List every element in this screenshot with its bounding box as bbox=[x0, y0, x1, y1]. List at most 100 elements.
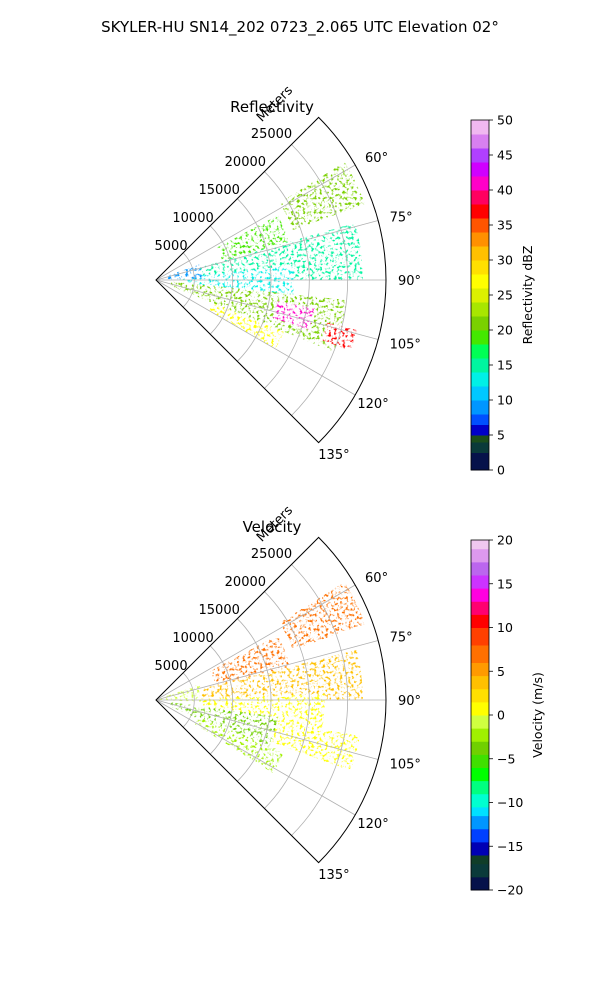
reflectivity-colorbar-tick-label: 25 bbox=[497, 288, 513, 303]
reflectivity-colorbar: 0 5 10 15 20 25 30 35 40 45 50 Reflectivity dBZ bbox=[470, 113, 535, 478]
reflectivity-echo-region-5 bbox=[272, 301, 315, 330]
velocity-grid bbox=[155, 536, 387, 864]
reflectivity-colorbar-band bbox=[471, 435, 489, 443]
velocity-colorbar-label: Velocity (m/s) bbox=[530, 672, 545, 758]
reflectivity-radial-tick-label: 25000 bbox=[251, 127, 292, 142]
reflectivity-colorbar-tick-label: 50 bbox=[497, 113, 513, 128]
reflectivity-tick-labels: 5000 10000 15000 20000 25000 60° 75° 90° 105° 120… bbox=[155, 127, 422, 463]
velocity-colorbar-band bbox=[471, 715, 489, 729]
velocity-colorbar-band bbox=[471, 627, 489, 646]
velocity-echo-region-5 bbox=[271, 721, 360, 771]
velocity-azimuth-tick-label: 90° bbox=[398, 694, 421, 709]
velocity-colorbar-band bbox=[471, 793, 489, 808]
reflectivity-colorbar-band bbox=[471, 246, 489, 261]
reflectivity-colorbar-band bbox=[471, 372, 489, 387]
reflectivity-colorbar-band bbox=[471, 274, 489, 289]
velocity-echo-region-3 bbox=[201, 694, 325, 730]
velocity-radial-tick-label: 10000 bbox=[172, 631, 213, 646]
velocity-title: Velocity bbox=[243, 518, 302, 536]
reflectivity-colorbar-tick-label: 40 bbox=[497, 183, 513, 198]
reflectivity-colorbar-band bbox=[471, 232, 489, 247]
velocity-colorbar-tick-label: −5 bbox=[497, 751, 515, 766]
reflectivity-colorbar-band bbox=[471, 344, 489, 359]
velocity-colorbar-band bbox=[471, 815, 489, 830]
velocity-colorbar-band bbox=[471, 701, 489, 716]
reflectivity-colorbar-band bbox=[471, 452, 489, 471]
velocity-colorbar-tick-label: 0 bbox=[497, 708, 505, 723]
reflectivity-colorbar-band bbox=[471, 218, 489, 233]
reflectivity-colorbar-band bbox=[471, 204, 489, 219]
velocity-echoes bbox=[156, 582, 365, 774]
velocity-panel: Velocity 5000 10000 15000 20000 25000 60° 75° 9… bbox=[155, 503, 422, 883]
reflectivity-azimuth-tick-label: 135° bbox=[318, 448, 349, 463]
reflectivity-grid bbox=[155, 116, 387, 444]
reflectivity-colorbar-tick-label: 0 bbox=[497, 463, 505, 478]
reflectivity-colorbar-band bbox=[471, 148, 489, 163]
reflectivity-echo-region-7 bbox=[209, 302, 284, 349]
velocity-echo-region-0 bbox=[279, 582, 365, 651]
reflectivity-azimuth-gridline-0 bbox=[155, 164, 356, 281]
reflectivity-azimuth-tick-label: 105° bbox=[390, 338, 421, 353]
reflectivity-colorbar-band bbox=[471, 260, 489, 275]
reflectivity-colorbar-band bbox=[471, 414, 489, 425]
reflectivity-colorbar-band bbox=[471, 162, 489, 177]
velocity-radial-tick-label: 15000 bbox=[199, 603, 240, 618]
velocity-radial-tick-label: 25000 bbox=[251, 547, 292, 562]
reflectivity-colorbar-label: Reflectivity dBZ bbox=[520, 246, 535, 345]
reflectivity-echoes bbox=[156, 162, 365, 352]
reflectivity-colorbar-tick-label: 10 bbox=[497, 393, 513, 408]
velocity-echo-region-6 bbox=[195, 717, 284, 774]
reflectivity-colorbar-tick-label: 5 bbox=[497, 428, 505, 443]
reflectivity-panel: Reflectivity 5000 10000 15000 20000 25000 60°… bbox=[155, 83, 422, 463]
velocity-radial-tick-label: 5000 bbox=[155, 659, 188, 674]
velocity-colorbar-tick-label: −15 bbox=[497, 839, 523, 854]
velocity-colorbar-band bbox=[471, 806, 489, 817]
velocity-colorbar-band bbox=[471, 728, 489, 742]
velocity-colorbar-band bbox=[471, 540, 489, 550]
reflectivity-colorbar-band bbox=[471, 400, 489, 415]
velocity-azimuth-tick-label: 120° bbox=[357, 817, 388, 832]
reflectivity-colorbar-band bbox=[471, 302, 489, 317]
velocity-azimuth-gridline-3 bbox=[155, 699, 379, 760]
reflectivity-azimuth-tick-label: 90° bbox=[398, 274, 421, 289]
velocity-sector-frame bbox=[155, 536, 387, 864]
reflectivity-azimuth-gridline-4 bbox=[155, 279, 356, 396]
reflectivity-colorbar-band bbox=[471, 190, 489, 205]
velocity-echo-region-4 bbox=[170, 702, 278, 750]
reflectivity-colorbar-band bbox=[471, 424, 489, 436]
reflectivity-colorbar-band bbox=[471, 120, 489, 135]
velocity-azimuth-tick-label: 75° bbox=[390, 630, 413, 645]
velocity-colorbar-tick-label: 10 bbox=[497, 620, 513, 635]
reflectivity-azimuth-tick-label: 60° bbox=[365, 151, 388, 166]
reflectivity-colorbar-band bbox=[471, 134, 489, 149]
velocity-radial-tick-label: 20000 bbox=[225, 575, 266, 590]
velocity-colorbar-band bbox=[471, 780, 489, 795]
reflectivity-echo-region-8 bbox=[156, 264, 202, 280]
velocity-colorbar-band bbox=[471, 614, 489, 628]
reflectivity-azimuth-tick-label: 120° bbox=[357, 397, 388, 412]
velocity-colorbar: −20 −15 −10 −5 0 5 10 15 20 Velocity (m/s) bbox=[470, 533, 545, 898]
velocity-colorbar-band bbox=[471, 828, 489, 843]
velocity-colorbar-band bbox=[471, 754, 489, 768]
velocity-colorbar-tick-label: −20 bbox=[497, 883, 523, 898]
reflectivity-radial-tick-label: 15000 bbox=[199, 183, 240, 198]
reflectivity-sector-frame bbox=[155, 116, 387, 444]
reflectivity-radial-tick-label: 5000 bbox=[155, 239, 188, 254]
reflectivity-azimuth-gridline-3 bbox=[155, 279, 379, 340]
reflectivity-colorbar-tick-label: 30 bbox=[497, 253, 513, 268]
figure-title: SKYLER-HU SN14_202 0723_2.065 UTC Elevat… bbox=[101, 18, 499, 37]
reflectivity-azimuth-tick-label: 75° bbox=[390, 210, 413, 225]
reflectivity-colorbar-band bbox=[471, 176, 489, 191]
velocity-azimuth-gridline-0 bbox=[155, 584, 356, 701]
velocity-colorbar-band bbox=[471, 876, 489, 891]
reflectivity-colorbar-band bbox=[471, 288, 489, 303]
reflectivity-azimuth-gridline-1 bbox=[155, 220, 379, 281]
velocity-colorbar-band bbox=[471, 561, 489, 576]
velocity-echo-region-2 bbox=[185, 649, 363, 700]
reflectivity-echo-region-3 bbox=[186, 265, 294, 300]
reflectivity-title: Reflectivity bbox=[230, 98, 314, 116]
velocity-colorbar-band bbox=[471, 855, 489, 865]
reflectivity-colorbar-band bbox=[471, 442, 489, 453]
velocity-azimuth-gridline-4 bbox=[155, 699, 356, 816]
